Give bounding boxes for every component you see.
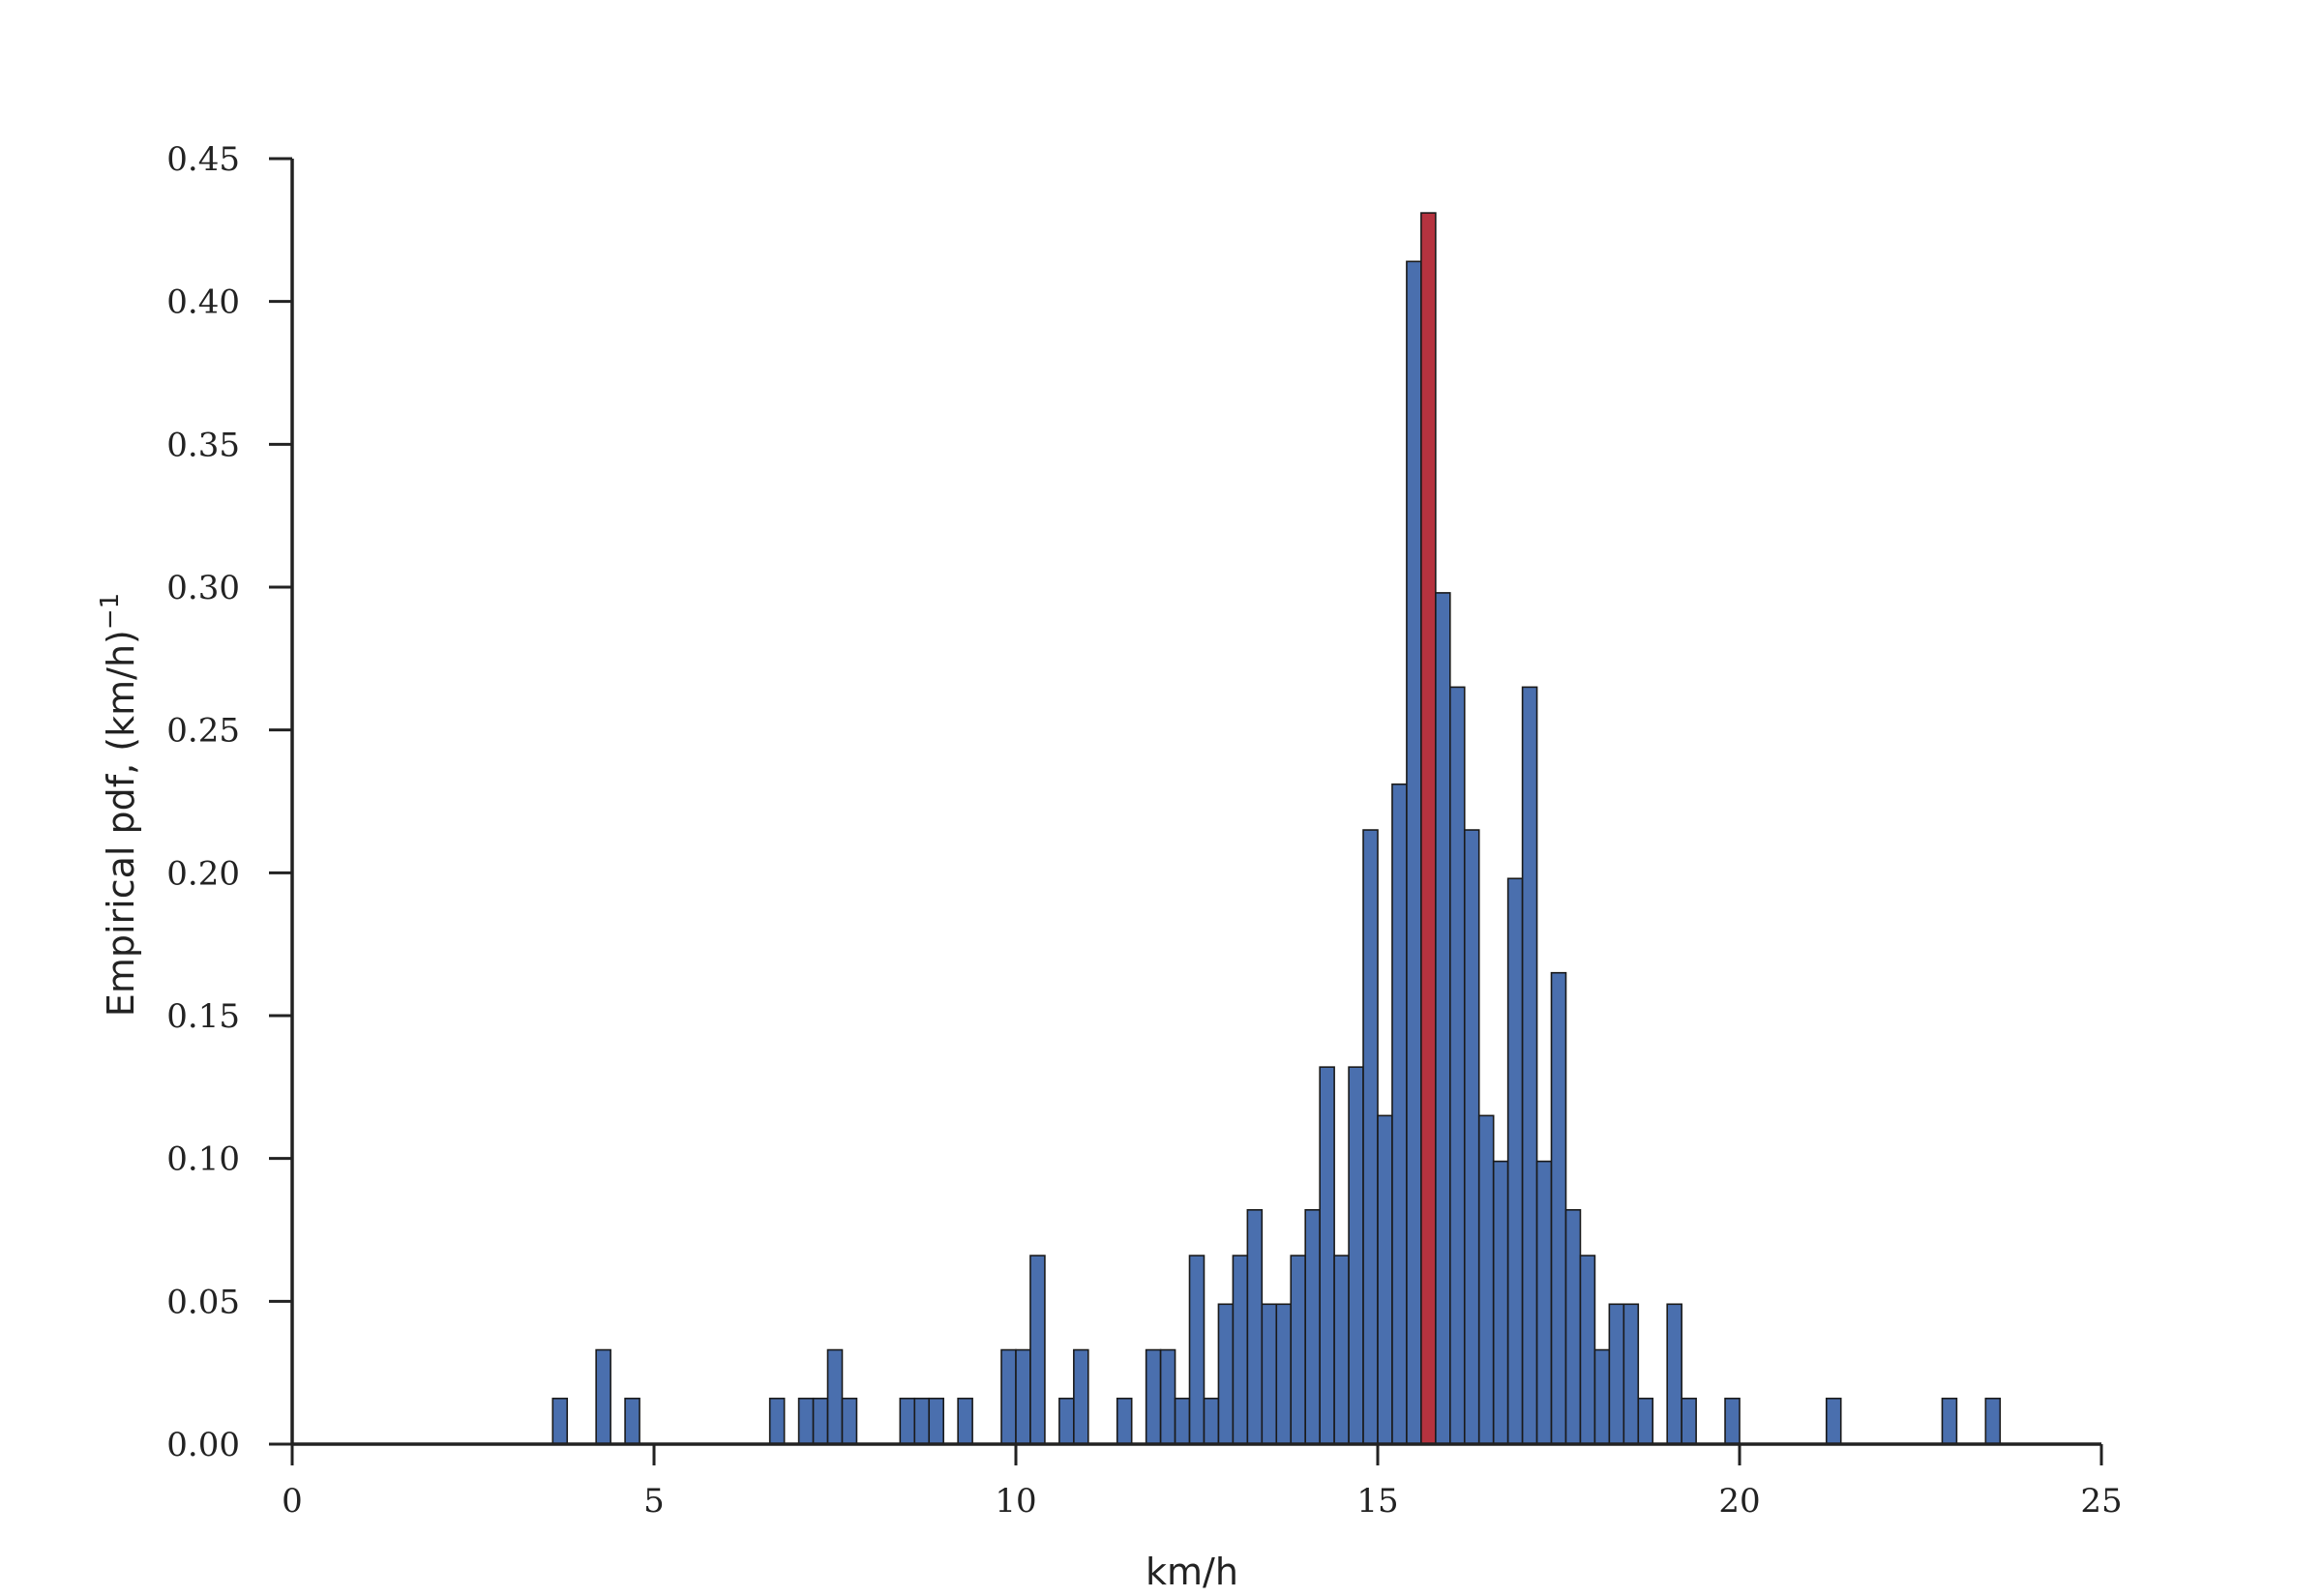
histogram-bar: [1073, 1348, 1089, 1445]
histogram-bar: [1492, 1160, 1509, 1445]
histogram-bar: [768, 1397, 786, 1445]
histogram-bar: [1637, 1397, 1654, 1445]
x-tick-label: 15: [1356, 1482, 1398, 1521]
y-tick-label: 0.25: [166, 712, 240, 751]
histogram-bar: [841, 1397, 858, 1445]
histogram-bar: [812, 1397, 829, 1445]
histogram-bar: [1463, 829, 1480, 1445]
histogram-bar: [1174, 1397, 1191, 1445]
axes-layer: 0.00 0.05 0.10 0.15 0.20 0.25 0.30 0.35 0.40 0.45…: [166, 140, 2122, 1521]
y-tick-label: 0.20: [166, 854, 240, 893]
histogram-bar: [1564, 1209, 1582, 1445]
histogram-bar: [1000, 1348, 1017, 1445]
histogram-bar: [1348, 1066, 1364, 1445]
histogram-bar: [1681, 1397, 1697, 1445]
x-tick-label: 20: [1718, 1482, 1760, 1521]
histogram-bar-highlighted: [1420, 212, 1437, 1445]
histogram-bar: [1362, 829, 1379, 1445]
histogram-bar: [1550, 971, 1567, 1445]
histogram-bar: [1159, 1348, 1176, 1445]
histogram-bar: [1984, 1397, 2002, 1445]
histogram-bar: [1145, 1348, 1162, 1445]
histogram-bar: [1275, 1303, 1293, 1445]
x-tick-label: 25: [2080, 1482, 2122, 1521]
histogram-bar: [1261, 1303, 1278, 1445]
histogram-bar: [1203, 1397, 1220, 1445]
y-tick-label: 0.30: [166, 569, 240, 607]
histogram-bar: [1666, 1303, 1682, 1445]
histogram-bar: [1435, 592, 1451, 1445]
y-axis-title: Empirical pdf, (km/h)−1: [96, 593, 142, 1017]
histogram-bar: [1593, 1348, 1611, 1445]
y-tick-label: 0.45: [166, 140, 240, 179]
y-axis-title-text: Empirical pdf, (km/h): [100, 630, 142, 1017]
histogram-bar: [1391, 783, 1408, 1445]
x-tick-label: 5: [643, 1482, 665, 1521]
y-tick-label: 0.05: [166, 1283, 240, 1321]
histogram-bar: [1521, 686, 1538, 1445]
histogram-bar: [595, 1348, 611, 1445]
histogram-bar: [1304, 1209, 1321, 1445]
histogram-bar: [1406, 260, 1422, 1445]
histogram-bar: [1188, 1255, 1206, 1445]
y-tick-label: 0.00: [166, 1426, 240, 1464]
bars-layer: [551, 212, 2002, 1445]
histogram-bar: [551, 1397, 569, 1445]
histogram-bar: [1941, 1397, 1958, 1445]
histogram-bar: [1377, 1114, 1393, 1445]
histogram-bar: [1724, 1397, 1741, 1445]
histogram-bar: [1825, 1397, 1842, 1445]
histogram-bar: [1246, 1209, 1264, 1445]
histogram-bar: [928, 1397, 944, 1445]
x-axis-title: km/h: [1146, 1551, 1238, 1593]
histogram-bar: [1319, 1066, 1335, 1445]
histogram-bar: [1058, 1397, 1075, 1445]
y-tick-label: 0.40: [166, 283, 240, 322]
x-tick-label: 10: [995, 1482, 1036, 1521]
histogram-bar: [797, 1397, 815, 1445]
histogram-bar: [624, 1397, 640, 1445]
x-tick-label: 0: [282, 1482, 303, 1521]
y-tick-label: 0.35: [166, 426, 240, 464]
histogram-bar: [1622, 1303, 1640, 1445]
histogram-bar: [1232, 1255, 1249, 1445]
histogram-bar: [1333, 1255, 1350, 1445]
y-axis-title-exponent: −1: [96, 593, 125, 630]
histogram-bar: [1116, 1397, 1133, 1445]
histogram-bar: [1535, 1160, 1553, 1445]
histogram-bar: [826, 1348, 844, 1445]
histogram-bar: [913, 1397, 931, 1445]
histogram-bar: [1449, 686, 1466, 1445]
histogram-bar: [1029, 1255, 1046, 1445]
histogram-bar: [1608, 1303, 1625, 1445]
histogram-bar: [1579, 1255, 1596, 1445]
histogram-bar: [1477, 1114, 1495, 1445]
histogram-bar: [1290, 1255, 1306, 1445]
y-tick-label: 0.15: [166, 997, 240, 1036]
histogram-bar: [957, 1397, 973, 1445]
y-tick-label: 0.10: [166, 1140, 240, 1179]
histogram-bar: [899, 1397, 916, 1445]
histogram-bar: [1217, 1303, 1235, 1445]
histogram-bar: [1506, 877, 1524, 1445]
histogram-bar: [1015, 1348, 1031, 1445]
